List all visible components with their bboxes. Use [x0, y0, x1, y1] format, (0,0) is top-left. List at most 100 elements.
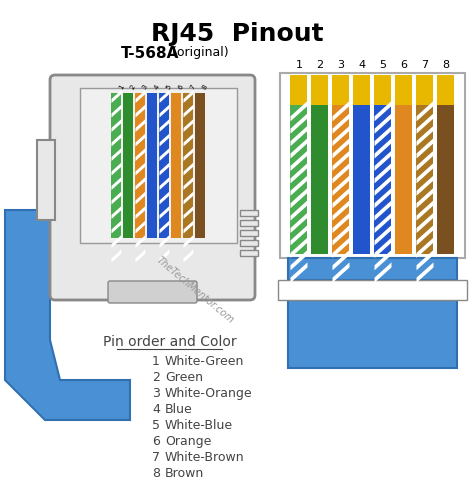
Polygon shape: [183, 221, 193, 233]
Polygon shape: [183, 119, 193, 132]
Text: 1: 1: [118, 83, 125, 90]
Polygon shape: [374, 101, 392, 121]
Polygon shape: [159, 148, 170, 161]
Polygon shape: [332, 263, 349, 283]
Text: White-Green: White-Green: [165, 355, 245, 368]
Bar: [80, 88, 237, 243]
Bar: [240, 210, 258, 216]
Text: 6: 6: [401, 60, 408, 70]
Polygon shape: [111, 177, 121, 190]
Polygon shape: [417, 225, 434, 245]
Text: 4: 4: [152, 403, 160, 416]
Text: T-568A: T-568A: [121, 46, 179, 61]
Polygon shape: [159, 119, 170, 132]
Polygon shape: [136, 206, 146, 219]
Bar: [332, 75, 349, 105]
Bar: [354, 75, 371, 105]
Text: RJ45  Pinout: RJ45 Pinout: [151, 22, 323, 46]
Polygon shape: [332, 188, 349, 208]
Bar: [240, 240, 258, 246]
Polygon shape: [111, 134, 121, 147]
Text: 7: 7: [190, 83, 197, 90]
Polygon shape: [417, 250, 434, 270]
Polygon shape: [291, 237, 308, 258]
Text: 3: 3: [152, 387, 160, 400]
Text: Brown: Brown: [165, 467, 204, 480]
Text: 5: 5: [165, 83, 173, 90]
Text: White-Blue: White-Blue: [165, 419, 233, 432]
Polygon shape: [111, 104, 121, 117]
Polygon shape: [159, 162, 170, 175]
Bar: [159, 93, 170, 238]
Polygon shape: [374, 113, 392, 134]
Text: 1: 1: [295, 60, 302, 70]
Polygon shape: [136, 177, 146, 190]
Text: 2: 2: [152, 371, 160, 384]
Bar: [240, 230, 258, 236]
Text: 4: 4: [358, 60, 365, 70]
Text: Orange: Orange: [165, 435, 211, 448]
Polygon shape: [374, 126, 392, 146]
Text: 8: 8: [201, 83, 209, 90]
Polygon shape: [332, 225, 349, 245]
Polygon shape: [111, 249, 121, 263]
Text: 4: 4: [154, 83, 161, 90]
Polygon shape: [136, 221, 146, 233]
Bar: [374, 75, 392, 105]
Polygon shape: [291, 175, 308, 196]
Polygon shape: [183, 104, 193, 117]
Text: 7: 7: [152, 451, 160, 464]
Polygon shape: [136, 249, 146, 263]
Bar: [240, 220, 258, 226]
Bar: [288, 300, 457, 368]
Polygon shape: [111, 162, 121, 175]
Bar: [354, 105, 371, 254]
Text: White-Brown: White-Brown: [165, 451, 245, 464]
Polygon shape: [291, 101, 308, 121]
Polygon shape: [159, 90, 170, 103]
Polygon shape: [183, 134, 193, 147]
Polygon shape: [374, 200, 392, 221]
Text: 5: 5: [152, 419, 160, 432]
Bar: [278, 280, 467, 300]
Polygon shape: [183, 162, 193, 175]
Bar: [124, 93, 134, 238]
Polygon shape: [374, 225, 392, 245]
Polygon shape: [159, 235, 170, 248]
Bar: [240, 250, 258, 256]
Polygon shape: [374, 151, 392, 171]
Polygon shape: [136, 192, 146, 205]
Polygon shape: [417, 213, 434, 233]
Bar: [417, 105, 434, 254]
Polygon shape: [332, 237, 349, 258]
Bar: [417, 75, 434, 105]
Polygon shape: [417, 113, 434, 134]
Polygon shape: [111, 235, 121, 248]
Bar: [183, 93, 193, 238]
Polygon shape: [332, 138, 349, 159]
Polygon shape: [417, 101, 434, 121]
Text: 5: 5: [380, 60, 386, 70]
Polygon shape: [183, 177, 193, 190]
Polygon shape: [332, 175, 349, 196]
Text: 2: 2: [317, 60, 324, 70]
Polygon shape: [374, 188, 392, 208]
Text: White-Orange: White-Orange: [165, 387, 253, 400]
Text: Blue: Blue: [165, 403, 193, 416]
Bar: [291, 75, 308, 105]
Polygon shape: [159, 221, 170, 233]
FancyBboxPatch shape: [108, 281, 197, 303]
Polygon shape: [291, 138, 308, 159]
Polygon shape: [332, 200, 349, 221]
Polygon shape: [291, 188, 308, 208]
Text: (original): (original): [168, 46, 228, 59]
Text: Green: Green: [165, 371, 203, 384]
Polygon shape: [291, 113, 308, 134]
Bar: [195, 93, 206, 238]
Polygon shape: [374, 213, 392, 233]
Text: Pin order and Color: Pin order and Color: [103, 335, 237, 349]
Bar: [111, 93, 121, 238]
Polygon shape: [159, 104, 170, 117]
Bar: [291, 105, 308, 254]
Polygon shape: [291, 225, 308, 245]
